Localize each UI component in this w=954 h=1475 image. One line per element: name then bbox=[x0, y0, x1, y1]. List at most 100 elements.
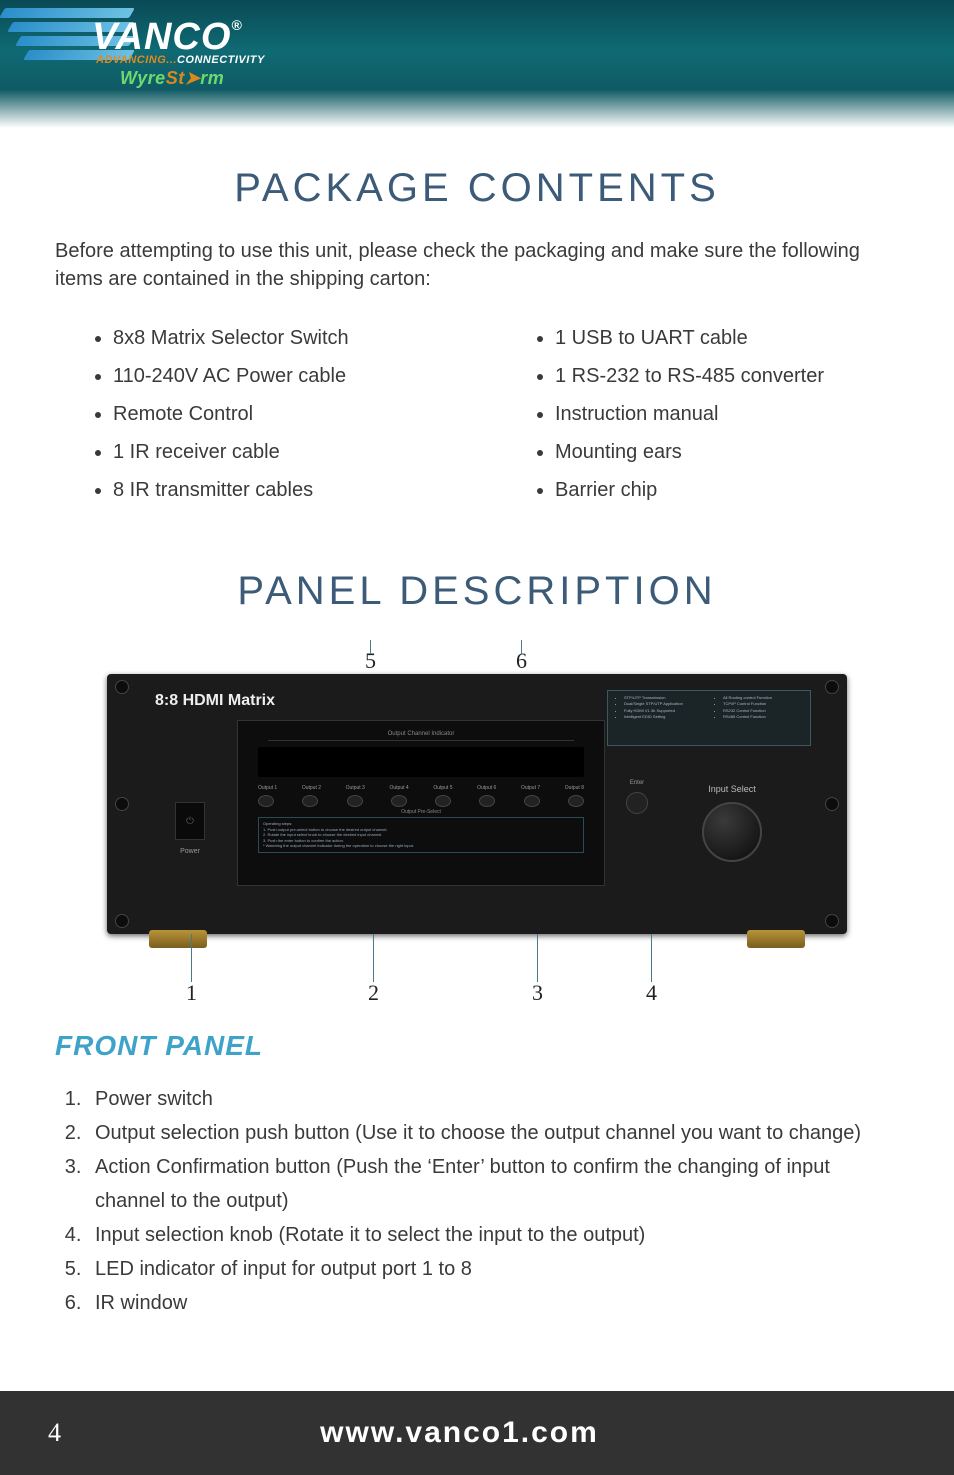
specs-left: STP/UTP Transmission Dual/Single STP/UTP… bbox=[614, 695, 705, 741]
list-item: 1 USB to UART cable bbox=[555, 319, 899, 357]
list-item: Power switch bbox=[87, 1082, 899, 1116]
callout-6-lead bbox=[521, 640, 522, 654]
list-item: 110-240V AC Power cable bbox=[113, 357, 457, 395]
footer-url: www.vanco1.com bbox=[13, 1416, 906, 1450]
logo-tagline: ADVANCING...CONNECTIVITY bbox=[96, 54, 265, 66]
output-labels-row: Output 1 Output 2 Output 3 Output 4 Outp… bbox=[258, 785, 584, 791]
enter-block: Enter bbox=[617, 780, 657, 814]
header-banner: VANCO® ADVANCING...CONNECTIVITY WyreSt➤r… bbox=[0, 0, 954, 128]
output-label: Output 4 bbox=[389, 785, 408, 791]
front-panel-list: Power switch Output selection push butto… bbox=[59, 1082, 899, 1320]
callout-4: 4 bbox=[646, 980, 657, 1006]
specs-right: All Routing control Function TCP/IP Cont… bbox=[713, 695, 804, 741]
logo: VANCO® ADVANCING...CONNECTIVITY WyreSt➤r… bbox=[62, 18, 231, 89]
callout-2: 2 bbox=[368, 980, 379, 1006]
callouts-top: 5 6 bbox=[107, 640, 847, 674]
list-item: Barrier chip bbox=[555, 471, 899, 509]
output-label: Output 7 bbox=[521, 785, 540, 791]
content: PACKAGE CONTENTS Before attempting to us… bbox=[0, 128, 954, 1391]
ops-step: * Watching the output channel indicator … bbox=[263, 843, 579, 849]
package-list-right: 1 USB to UART cable 1 RS-232 to RS-485 c… bbox=[497, 319, 899, 509]
output-label: Output 8 bbox=[565, 785, 584, 791]
list-item: LED indicator of input for output port 1… bbox=[87, 1252, 899, 1286]
callouts-bottom: 1 2 3 4 bbox=[107, 934, 847, 1006]
spec-item: Intelligent EDID Setting bbox=[624, 714, 705, 720]
logo-word: VANCO bbox=[92, 16, 231, 58]
spec-item: RS485 Control Function bbox=[723, 714, 804, 720]
callout-3: 3 bbox=[532, 980, 543, 1006]
callout-3-lead bbox=[537, 934, 538, 982]
output-label: Output 3 bbox=[346, 785, 365, 791]
package-list-columns: 8x8 Matrix Selector Switch 110-240V AC P… bbox=[55, 319, 899, 509]
output-button-row bbox=[258, 795, 584, 807]
callout-5-lead bbox=[370, 640, 371, 654]
callout-4-lead bbox=[651, 934, 652, 982]
output-label: Output 2 bbox=[302, 785, 321, 791]
device-title: 8:8 HDMI Matrix bbox=[155, 692, 275, 710]
panel-description-heading: PANEL DESCRIPTION bbox=[55, 569, 899, 614]
led-indicator-row bbox=[258, 747, 584, 777]
list-item: Output selection push button (Use it to … bbox=[87, 1116, 899, 1150]
device-specs-box: STP/UTP Transmission Dual/Single STP/UTP… bbox=[607, 690, 811, 746]
list-item: 1 IR receiver cable bbox=[113, 433, 457, 471]
screw-icon bbox=[825, 797, 839, 811]
device-front-panel: 8:8 HDMI Matrix STP/UTP Transmission Dua… bbox=[107, 674, 847, 934]
screw-icon bbox=[115, 680, 129, 694]
footer: 4 www.vanco1.com bbox=[0, 1391, 954, 1475]
output-button[interactable] bbox=[391, 795, 407, 807]
logo-tag-post: CONNECTIVITY bbox=[177, 54, 265, 66]
list-item: Instruction manual bbox=[555, 395, 899, 433]
package-intro: Before attempting to use this unit, plea… bbox=[55, 237, 899, 293]
enter-label: Enter bbox=[617, 780, 657, 786]
list-item: 1 RS-232 to RS-485 converter bbox=[555, 357, 899, 395]
screw-icon bbox=[825, 914, 839, 928]
logo-sub-mid: St bbox=[166, 68, 185, 88]
output-button[interactable] bbox=[435, 795, 451, 807]
package-contents-heading: PACKAGE CONTENTS bbox=[55, 166, 899, 211]
logo-sub-arrow: ➤ bbox=[185, 68, 201, 88]
list-item: 8x8 Matrix Selector Switch bbox=[113, 319, 457, 357]
callout-1: 1 bbox=[186, 980, 197, 1006]
list-item: Action Confirmation button (Push the ‘En… bbox=[87, 1150, 899, 1218]
list-item: Mounting ears bbox=[555, 433, 899, 471]
logo-sub-post: rm bbox=[200, 68, 224, 88]
list-item: 8 IR transmitter cables bbox=[113, 471, 457, 509]
logo-main-text: VANCO® bbox=[92, 18, 261, 56]
input-select-knob[interactable] bbox=[702, 802, 762, 862]
output-label: Output 5 bbox=[433, 785, 452, 791]
logo-sub-pre: Wyre bbox=[120, 68, 166, 88]
screw-icon bbox=[115, 914, 129, 928]
logo-reg: ® bbox=[231, 17, 242, 33]
page: VANCO® ADVANCING...CONNECTIVITY WyreSt➤r… bbox=[0, 0, 954, 1475]
device-display-area: Output Channel Indicator Output 1 Output… bbox=[237, 720, 605, 886]
screw-icon bbox=[115, 797, 129, 811]
output-label: Output 6 bbox=[477, 785, 496, 791]
package-list-left: 8x8 Matrix Selector Switch 110-240V AC P… bbox=[55, 319, 457, 509]
output-button[interactable] bbox=[524, 795, 540, 807]
front-panel-subheading: FRONT PANEL bbox=[55, 1030, 899, 1062]
input-select-block: Input Select bbox=[687, 784, 777, 862]
output-preselect-label: Output Pre-Select bbox=[238, 809, 604, 815]
power-block: ⏻ Power bbox=[165, 802, 215, 855]
list-item: IR window bbox=[87, 1286, 899, 1320]
screw-icon bbox=[825, 680, 839, 694]
output-button[interactable] bbox=[347, 795, 363, 807]
power-label: Power bbox=[165, 848, 215, 855]
panel-figure: 5 6 8:8 HDMI Matrix STP/UTP Transmission… bbox=[107, 640, 847, 1006]
list-item: Remote Control bbox=[113, 395, 457, 433]
callout-1-lead bbox=[191, 934, 192, 982]
output-button[interactable] bbox=[302, 795, 318, 807]
output-indicator-label: Output Channel Indicator bbox=[268, 731, 574, 741]
output-button[interactable] bbox=[568, 795, 584, 807]
power-switch[interactable]: ⏻ bbox=[175, 802, 205, 840]
logo-subbrand: WyreSt➤rm bbox=[120, 68, 289, 89]
operating-steps-box: Operating steps: 1. Push output pre-sele… bbox=[258, 817, 584, 853]
input-select-label: Input Select bbox=[687, 784, 777, 794]
enter-button[interactable] bbox=[626, 792, 648, 814]
output-button[interactable] bbox=[479, 795, 495, 807]
logo-tag-pre: ADVANCING... bbox=[96, 54, 177, 66]
callout-2-lead bbox=[373, 934, 374, 982]
output-button[interactable] bbox=[258, 795, 274, 807]
list-item: Input selection knob (Rotate it to selec… bbox=[87, 1218, 899, 1252]
output-label: Output 1 bbox=[258, 785, 277, 791]
